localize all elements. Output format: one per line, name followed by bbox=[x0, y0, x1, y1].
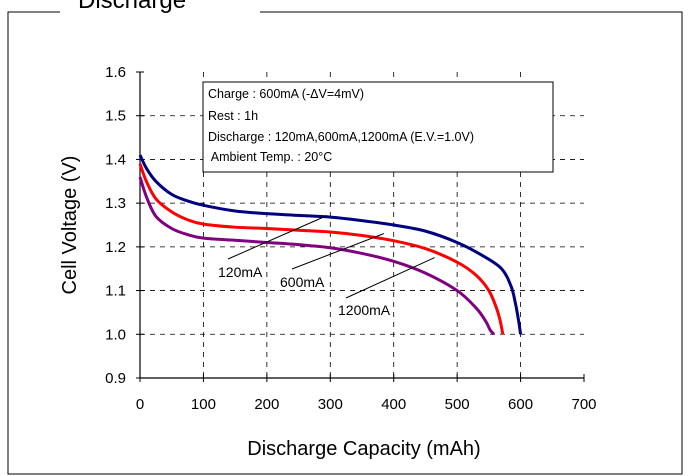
y-axis-title: Cell Voltage (V) bbox=[59, 156, 81, 295]
conditions-box: Charge : 600mA (-ΔV=4mV) Rest : 1h Disch… bbox=[202, 81, 554, 173]
series-label-120ma: 120mA bbox=[218, 264, 263, 280]
x-axis-title: Discharge Capacity (mAh) bbox=[247, 438, 480, 460]
series-callout-line bbox=[227, 215, 328, 260]
conditions-line-charge: Charge : 600mA (-ΔV=4mV) bbox=[208, 87, 364, 101]
x-tick-label: 500 bbox=[445, 396, 470, 413]
x-tick-label: 600 bbox=[508, 396, 533, 413]
y-tick-label: 1.5 bbox=[105, 108, 126, 125]
series-callout-line bbox=[345, 257, 435, 299]
conditions-line-discharge: Discharge : 120mA,600mA,1200mA (E.V.=1.0… bbox=[208, 130, 474, 144]
plot-area bbox=[139, 72, 584, 379]
series-label-600ma: 600mA bbox=[280, 274, 325, 290]
x-tick-label: 0 bbox=[136, 396, 144, 413]
y-tick-label: 1.6 bbox=[105, 64, 126, 81]
y-tick-label: 1.2 bbox=[105, 239, 126, 256]
conditions-line-rest: Rest : 1h bbox=[208, 109, 258, 123]
y-tick-label: 1.3 bbox=[105, 195, 126, 212]
title-backdrop bbox=[60, 0, 260, 14]
series-line-600ma bbox=[138, 163, 505, 335]
conditions-line-temperature: Ambient Temp. : 20°C bbox=[208, 150, 332, 164]
x-tick-label: 200 bbox=[254, 396, 279, 413]
series-lines bbox=[138, 154, 523, 336]
conditions-box-border bbox=[202, 81, 554, 173]
x-tick-label: 300 bbox=[318, 396, 343, 413]
y-tick-label: 1.1 bbox=[105, 283, 126, 300]
y-tick-label: 0.9 bbox=[105, 370, 126, 387]
series-labels: 120mA 600mA 1200mA bbox=[218, 215, 435, 318]
x-tick-label: 400 bbox=[381, 396, 406, 413]
y-tick-label: 1.4 bbox=[105, 151, 126, 168]
axis-ticks: 0 100 200 300 400 500 600 700 0.9 1.0 1.1 1.2 1.3 1.4… bbox=[105, 64, 596, 413]
x-tick-label: 700 bbox=[571, 396, 596, 413]
page-title: Discharge bbox=[78, 0, 186, 14]
series-callout-line bbox=[291, 233, 385, 270]
series-line-1200ma bbox=[138, 176, 496, 336]
series-label-1200ma: 1200mA bbox=[338, 302, 391, 318]
x-tick-label: 100 bbox=[191, 396, 216, 413]
series-line-120ma bbox=[138, 154, 523, 335]
y-tick-label: 1.0 bbox=[105, 326, 126, 343]
